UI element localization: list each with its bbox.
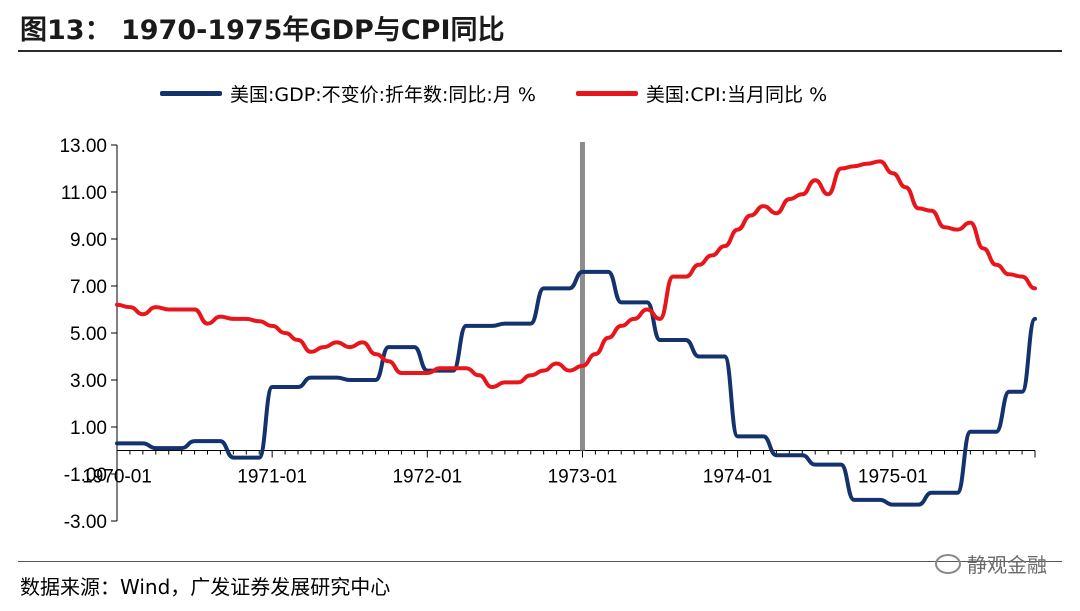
source-note: 数据来源：Wind，广发证券发展研究中心 [20,575,391,599]
y-tick-label: 9.00 [70,230,107,251]
figure-title: 图13： 1970-1975年GDP与CPI同比 [20,15,505,46]
y-tick-label: -3.00 [64,512,107,533]
title-rule [18,50,1062,52]
legend-swatch-gdp [160,90,222,96]
legend-item-gdp: 美国:GDP:不变价:折年数:同比:月 % [160,80,536,107]
y-tick-label: 5.00 [70,324,107,345]
wechat-icon [935,553,961,574]
legend-label-gdp: 美国:GDP:不变价:折年数:同比:月 % [230,83,536,106]
x-tick-label: 1973-01 [548,467,618,488]
x-tick-label: 1975-01 [858,467,928,488]
gdp-series-line [115,269,1037,507]
y-tick-label: -1.00 [64,465,107,486]
y-tick-label: 7.00 [70,277,107,298]
x-tick-label: 1971-01 [237,467,307,488]
y-tick-label: 1.00 [70,418,107,439]
footer-rule [18,561,1062,562]
y-tick-label: 13.00 [59,136,107,157]
x-tick-label: 1972-01 [392,467,462,488]
watermark-text: 静观金融 [967,553,1047,577]
x-tick-label: 1970-01 [82,467,152,488]
y-tick-label: 3.00 [70,371,107,392]
legend-item-cpi: 美国:CPI:当月同比 % [575,80,828,107]
legend-label-cpi: 美国:CPI:当月同比 % [645,83,828,106]
watermark: 静观金融 [935,549,1047,578]
cpi-series-line [115,159,1037,389]
legend-swatch-cpi [575,90,638,96]
x-tick-label: 1974-01 [703,467,773,488]
chart-legend: 美国:GDP:不变价:折年数:同比:月 % 美国:CPI:当月同比 % [160,80,867,106]
y-tick-label: 11.00 [61,183,107,204]
